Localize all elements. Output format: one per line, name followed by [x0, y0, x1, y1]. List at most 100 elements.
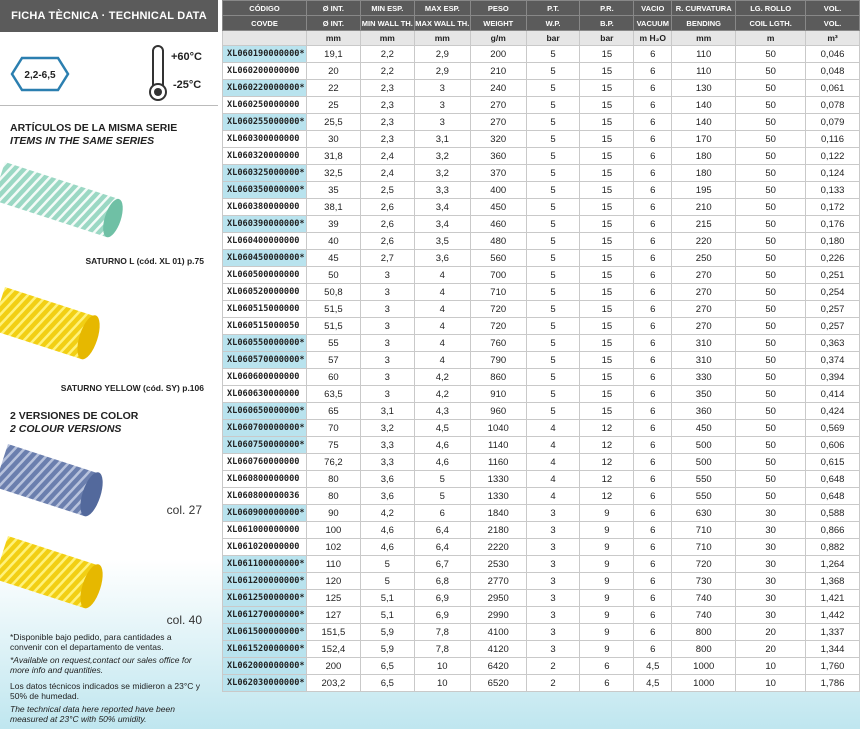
code-cell: XL060515000000 [222, 300, 307, 318]
code-cell: XL060200000000 [222, 62, 307, 80]
hose-green [0, 162, 123, 238]
data-row: XL060515000050 51,5 3 4 720 5 15 6 270 50 0,257 [222, 317, 860, 335]
value-cell: 0,226 [805, 249, 860, 267]
value-cell: 0,116 [805, 130, 860, 148]
value-cell: 19,1 [305, 45, 361, 63]
value-cell: 2,6 [359, 232, 415, 250]
colour-caption: col. 40 [166, 613, 202, 627]
value-cell: 5 [525, 215, 581, 233]
value-cell: 2,2 [359, 62, 415, 80]
value-cell: 50 [735, 436, 807, 454]
value-cell: 2,4 [359, 147, 415, 165]
data-row: XL061270000000* 127 5,1 6,9 2990 3 9 6 740 30 1,44… [222, 606, 860, 624]
header-cell: BENDING [671, 15, 737, 31]
value-cell: 15 [579, 198, 635, 216]
data-row: XL060320000000 31,8 2,4 3,2 360 5 15 6 180 50 0,12… [222, 147, 860, 165]
value-cell: 720 [469, 317, 527, 335]
value-cell: 0,606 [805, 436, 860, 454]
value-cell: 76,2 [305, 453, 361, 471]
value-cell: 5 [525, 249, 581, 267]
value-cell: 200 [305, 657, 361, 675]
value-cell: 9 [579, 640, 635, 658]
value-cell: 50 [735, 487, 807, 505]
code-cell: XL061100000000* [222, 555, 307, 573]
value-cell: 50 [735, 334, 807, 352]
header-row: CÓDIGO Ø INT. MIN ESP. MAX ESP. PESO P.T. P.R.… [222, 0, 860, 16]
data-row: XL060760000000 76,2 3,3 4,6 1160 4 12 6 500 50 0,6… [222, 453, 860, 471]
value-cell: 0,124 [805, 164, 860, 182]
code-cell: XL060450000000* [222, 249, 307, 267]
value-cell: 4 [525, 487, 581, 505]
value-cell: 3,6 [359, 470, 415, 488]
value-cell: 170 [671, 130, 737, 148]
value-cell: 20 [735, 640, 807, 658]
value-cell: 15 [579, 232, 635, 250]
value-cell: 60 [305, 368, 361, 386]
value-cell: 50 [735, 96, 807, 114]
value-cell: 5,1 [359, 589, 415, 607]
value-cell: 5 [525, 181, 581, 199]
code-cell: XL060300000000 [222, 130, 307, 148]
value-cell: 2950 [469, 589, 527, 607]
value-cell: 710 [469, 283, 527, 301]
value-cell: 2,9 [413, 45, 471, 63]
value-cell: 0,648 [805, 470, 860, 488]
value-cell: 5 [359, 572, 415, 590]
value-cell: 20 [735, 623, 807, 641]
value-cell: 2 [525, 657, 581, 675]
data-row: XL062000000000* 200 6,5 10 6420 2 6 4,5 1000 10 1,… [222, 657, 860, 675]
value-cell: 910 [469, 385, 527, 403]
value-cell: 5 [525, 266, 581, 284]
header-cell: PESO [469, 0, 527, 16]
value-cell: 1000 [671, 674, 737, 692]
data-row: XL060630000000 63,5 3 4,2 910 5 15 6 350 50 0,414 [222, 385, 860, 403]
value-cell: 3,2 [413, 147, 471, 165]
data-row: XL060750000000* 75 3,3 4,6 1140 4 12 6 500 50 0,60… [222, 436, 860, 454]
value-cell: 50 [735, 300, 807, 318]
value-cell: 203,2 [305, 674, 361, 692]
value-cell: 3,6 [413, 249, 471, 267]
value-cell: 15 [579, 130, 635, 148]
value-cell: 65 [305, 402, 361, 420]
value-cell: 500 [671, 453, 737, 471]
divider [0, 105, 218, 106]
data-row: XL060255000000* 25,5 2,3 3 270 5 15 6 140 50 0,079 [222, 113, 860, 131]
value-cell: 50 [735, 470, 807, 488]
value-cell: 15 [579, 300, 635, 318]
value-cell: 330 [671, 368, 737, 386]
temp-min: -25°C [173, 79, 201, 91]
value-cell: 4,6 [359, 521, 415, 539]
value-cell: 5 [413, 470, 471, 488]
value-cell: 5 [525, 300, 581, 318]
header-cell: P.R. [579, 0, 635, 16]
value-cell: 560 [469, 249, 527, 267]
unit-cell: bar [579, 30, 635, 46]
header-cell: MAX ESP. [413, 0, 471, 16]
data-row: XL061200000000* 120 5 6,8 2770 3 9 6 730 30 1,368 [222, 572, 860, 590]
value-cell: 5,9 [359, 623, 415, 641]
value-cell: 3 [525, 623, 581, 641]
value-cell: 15 [579, 45, 635, 63]
data-row: XL060800000036 80 3,6 5 1330 4 12 6 550 50 0,648 [222, 487, 860, 505]
value-cell: 4 [413, 283, 471, 301]
data-row: XL062030000000* 203,2 6,5 10 6520 2 6 4,5 1000 10… [222, 674, 860, 692]
value-cell: 6 [633, 300, 673, 318]
unit-cell: mm [359, 30, 415, 46]
value-cell: 5 [525, 62, 581, 80]
value-cell: 2 [525, 674, 581, 692]
header-cell: MIN WALL TH. [359, 15, 415, 31]
value-cell: 1040 [469, 419, 527, 437]
value-cell: 2180 [469, 521, 527, 539]
value-cell: 250 [671, 249, 737, 267]
value-cell: 15 [579, 334, 635, 352]
value-cell: 15 [579, 283, 635, 301]
value-cell: 2770 [469, 572, 527, 590]
code-cell: XL060900000000* [222, 504, 307, 522]
value-cell: 9 [579, 572, 635, 590]
value-cell: 15 [579, 215, 635, 233]
code-cell: XL060515000050 [222, 317, 307, 335]
value-cell: 215 [671, 215, 737, 233]
header-cell: LG. ROLLO [735, 0, 807, 16]
value-cell: 4,6 [413, 453, 471, 471]
value-cell: 40 [305, 232, 361, 250]
